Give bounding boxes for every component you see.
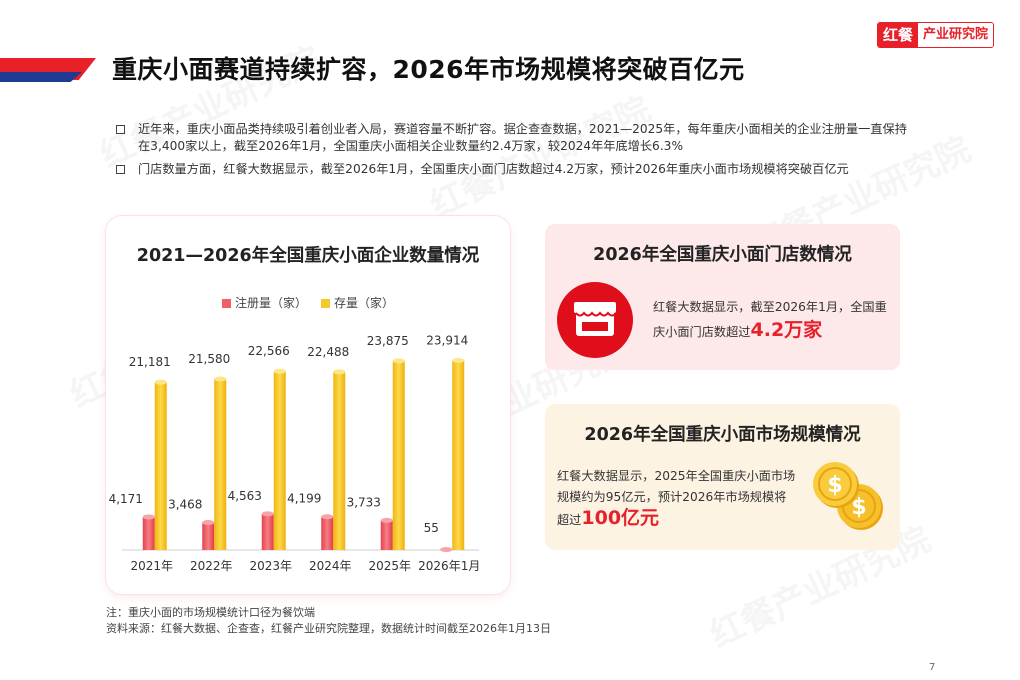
bar-registered — [202, 522, 215, 550]
label-stock: 23,875 — [367, 334, 409, 348]
bar-stock-cap — [154, 379, 167, 385]
page-number: 7 — [929, 662, 936, 673]
market-desc-text: 红餐大数据显示，2025年全国重庆小面市场规模约为95亿元，预计2026年市场规… — [557, 469, 796, 527]
logo-mark: 红餐 — [878, 23, 919, 47]
store-count-box: 2026年全国重庆小面门店数情况 红餐大数据显示，截至2026年1月，全国重庆小… — [545, 224, 900, 370]
label-stock: 23,914 — [426, 334, 468, 348]
x-tick-label: 2026年1月 — [418, 559, 480, 573]
store-highlight: 4.2万家 — [750, 319, 823, 341]
bar-stock-cap — [214, 376, 227, 382]
source-note: 资料来源：红餐大数据、企查查，红餐产业研究院整理，数据统计时间截至2026年1月… — [106, 622, 551, 635]
label-registered: 4,563 — [228, 489, 262, 503]
header-band-navy — [0, 72, 82, 82]
bullet-text: 门店数量方面，红餐大数据显示，截至2026年1月，全国重庆小面门店数超过4.2万… — [138, 162, 849, 176]
bullet-text: 近年来，重庆小面品类持续吸引着创业者入局，赛道容量不断扩容。据企查查数据，202… — [138, 122, 907, 153]
x-tick-label: 2021年 — [130, 559, 173, 573]
bullet-square-icon — [116, 125, 125, 134]
label-registered: 3,733 — [347, 495, 381, 509]
market-highlight: 100亿元 — [581, 507, 660, 529]
bullet-item: 门店数量方面，红餐大数据显示，截至2026年1月，全国重庆小面门店数超过4.2万… — [116, 161, 916, 178]
bullet-item: 近年来，重庆小面品类持续吸引着创业者入局，赛道容量不断扩容。据企查查数据，202… — [116, 121, 916, 155]
chart-legend: 注册量（家） 存量（家） — [222, 294, 394, 311]
logo-text: 产业研究院 — [918, 23, 994, 47]
bar-stock-cap — [273, 368, 286, 374]
brand-logo: 红餐 产业研究院 — [877, 22, 995, 48]
label-registered: 55 — [424, 521, 439, 535]
bar-stock-cap — [392, 358, 405, 364]
legend-label: 注册量（家） — [235, 296, 308, 310]
svg-text:$: $ — [827, 473, 842, 498]
bar-stock — [214, 379, 227, 550]
bar-registered-cap — [261, 511, 274, 517]
label-registered: 3,468 — [168, 498, 202, 512]
legend-item-stock: 存量（家） — [321, 294, 394, 311]
bar-stock — [333, 371, 346, 550]
bar-registered — [321, 516, 334, 550]
x-tick-label: 2025年 — [368, 559, 411, 573]
svg-text:$: $ — [851, 495, 866, 520]
bar-registered — [380, 520, 393, 550]
store-desc-text: 红餐大数据显示，截至2026年1月，全国重庆小面门店数超过 — [653, 300, 887, 339]
bar-registered-cap — [440, 547, 453, 553]
chart-title: 2021—2026年全国重庆小面企业数量情况 — [136, 246, 480, 266]
bar-registered — [142, 516, 155, 550]
bar-stock-cap — [333, 369, 346, 375]
legend-label: 存量（家） — [334, 296, 395, 310]
bar-chart: 4,171 21,181 2021年 3,468 21,580 2022年 4,563 22,… — [109, 334, 481, 573]
coins-icon: $ $ — [813, 462, 883, 530]
bullet-square-icon — [116, 165, 125, 174]
page-title: 重庆小面赛道持续扩容，2026年市场规模将突破百亿元 — [112, 55, 745, 84]
bar-registered-cap — [380, 517, 393, 523]
bar-stock — [154, 382, 167, 550]
footnote: 注：重庆小面的市场规模统计口径为餐饮端 — [106, 606, 315, 619]
bar-registered-cap — [142, 514, 155, 520]
x-tick-label: 2023年 — [249, 559, 292, 573]
legend-swatch — [321, 299, 331, 308]
bar-registered — [261, 513, 274, 550]
bar-registered-cap — [202, 520, 215, 526]
market-box-title: 2026年全国重庆小面市场规模情况 — [584, 425, 861, 445]
label-registered: 4,171 — [109, 492, 143, 506]
x-tick-label: 2024年 — [309, 559, 352, 573]
legend-swatch — [222, 299, 231, 308]
store-icon — [557, 282, 633, 358]
label-registered: 4,199 — [287, 492, 321, 506]
store-box-desc: 红餐大数据显示，截至2026年1月，全国重庆小面门店数超过4.2万家 — [653, 296, 891, 344]
chart-card: 2021—2026年全国重庆小面企业数量情况 注册量（家） 存量（家） 4,17… — [106, 216, 510, 594]
market-box-desc: 红餐大数据显示，2025年全国重庆小面市场规模约为95亿元，预计2026年市场规… — [557, 466, 797, 531]
bar-stock-cap — [452, 358, 465, 364]
label-stock: 21,580 — [188, 352, 230, 366]
bar-stock — [392, 360, 405, 550]
bar-stock — [273, 371, 286, 550]
store-box-title: 2026年全国重庆小面门店数情况 — [593, 245, 852, 265]
bar-registered-cap — [321, 514, 334, 520]
bar-stock — [452, 360, 465, 550]
label-stock: 21,181 — [129, 355, 171, 369]
label-stock: 22,488 — [307, 345, 349, 359]
legend-item-registered: 注册量（家） — [222, 294, 307, 311]
market-size-box: 2026年全国重庆小面市场规模情况 红餐大数据显示，2025年全国重庆小面市场规… — [545, 404, 900, 550]
x-tick-label: 2022年 — [190, 559, 233, 573]
label-stock: 22,566 — [248, 344, 290, 358]
